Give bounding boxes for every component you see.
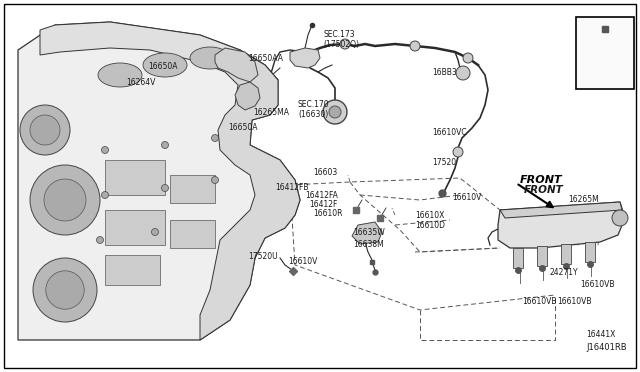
Bar <box>170 220 215 248</box>
Text: SEC.170: SEC.170 <box>298 100 330 109</box>
Text: 16650A: 16650A <box>148 62 177 71</box>
Polygon shape <box>498 202 625 248</box>
Text: 16441X: 16441X <box>586 330 616 339</box>
Circle shape <box>46 271 84 309</box>
Text: 16610R: 16610R <box>313 209 342 218</box>
Text: 16412FB: 16412FB <box>275 183 308 192</box>
Bar <box>585 242 595 262</box>
Text: 16265M: 16265M <box>568 195 599 204</box>
Circle shape <box>102 192 109 199</box>
Text: J16401RB: J16401RB <box>586 343 627 352</box>
Text: (17502Q): (17502Q) <box>323 40 359 49</box>
Circle shape <box>410 41 420 51</box>
Circle shape <box>30 165 100 235</box>
Polygon shape <box>200 50 300 340</box>
Polygon shape <box>18 22 300 340</box>
Circle shape <box>102 147 109 154</box>
Circle shape <box>97 237 104 244</box>
Text: 17520U: 17520U <box>248 252 278 261</box>
Text: 16264V: 16264V <box>126 78 156 87</box>
Bar <box>105 210 165 245</box>
Text: 16610V: 16610V <box>288 257 317 266</box>
Text: SEC.173: SEC.173 <box>323 30 355 39</box>
Ellipse shape <box>98 63 142 87</box>
Text: 16638M: 16638M <box>353 240 384 249</box>
Bar <box>513 248 523 268</box>
Ellipse shape <box>143 53 187 77</box>
Circle shape <box>211 135 218 141</box>
Circle shape <box>340 39 350 49</box>
Text: 16610VB: 16610VB <box>557 297 591 306</box>
Text: 16BB3: 16BB3 <box>432 68 457 77</box>
Text: 16610D: 16610D <box>415 221 445 230</box>
Polygon shape <box>40 22 278 85</box>
Text: 17520: 17520 <box>432 158 456 167</box>
Circle shape <box>44 179 86 221</box>
Circle shape <box>456 66 470 80</box>
Text: FRONT: FRONT <box>524 185 564 195</box>
Text: 16610VB: 16610VB <box>580 280 614 289</box>
Circle shape <box>20 105 70 155</box>
Bar <box>105 255 160 285</box>
Text: 16610V: 16610V <box>452 193 481 202</box>
Text: 16603: 16603 <box>313 168 337 177</box>
Text: 16412F: 16412F <box>309 200 337 209</box>
Polygon shape <box>290 48 320 68</box>
Bar <box>576 17 634 89</box>
Text: 24271Y: 24271Y <box>549 268 578 277</box>
Text: 16610X: 16610X <box>415 211 444 220</box>
Text: (16630): (16630) <box>298 110 328 119</box>
Bar <box>537 246 547 266</box>
Text: 16412FA: 16412FA <box>305 191 338 200</box>
Polygon shape <box>215 48 258 82</box>
Bar <box>561 244 571 264</box>
Circle shape <box>161 185 168 192</box>
Text: 16650AA: 16650AA <box>248 54 283 63</box>
Ellipse shape <box>190 47 230 69</box>
Circle shape <box>329 106 341 118</box>
Text: FRONT: FRONT <box>520 175 563 185</box>
Circle shape <box>211 176 218 183</box>
Polygon shape <box>235 82 260 110</box>
Text: 16610VC: 16610VC <box>432 128 467 137</box>
Polygon shape <box>352 222 382 244</box>
Bar <box>105 160 165 195</box>
Circle shape <box>152 228 159 235</box>
Circle shape <box>612 210 628 226</box>
Polygon shape <box>500 202 622 218</box>
Circle shape <box>33 258 97 322</box>
Text: 16610VB: 16610VB <box>522 297 557 306</box>
Circle shape <box>323 100 347 124</box>
Text: 16635W: 16635W <box>353 228 385 237</box>
Text: 16265MA: 16265MA <box>253 108 289 117</box>
Circle shape <box>453 147 463 157</box>
Bar <box>170 175 215 203</box>
Text: 16650A: 16650A <box>228 123 257 132</box>
Circle shape <box>463 53 473 63</box>
Circle shape <box>161 141 168 148</box>
Circle shape <box>30 115 60 145</box>
